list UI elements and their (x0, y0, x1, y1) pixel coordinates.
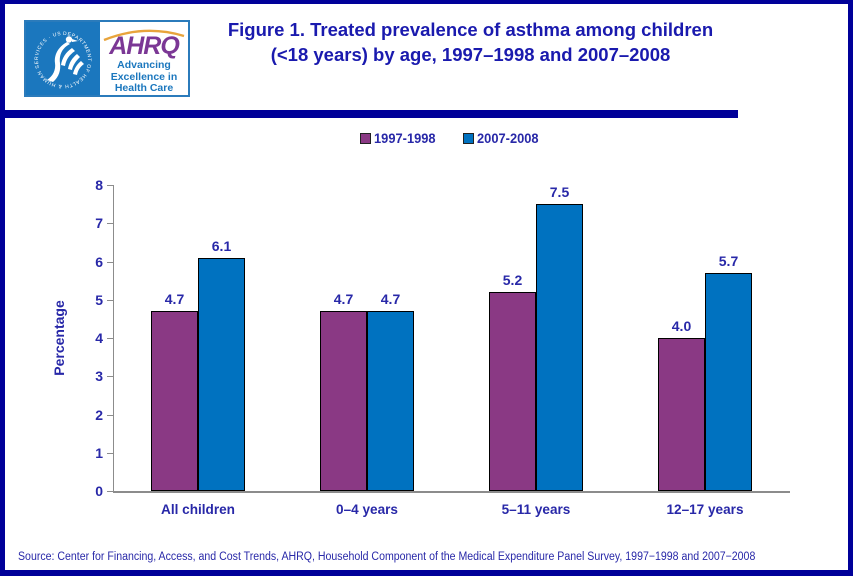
bar-value-label: 4.7 (380, 291, 401, 307)
figure-title-line1: Figure 1. Treated prevalence of asthma a… (227, 19, 714, 40)
hhs-eagle-icon (47, 36, 84, 82)
x-category-label: All children (161, 501, 235, 517)
y-tick-label: 4 (95, 330, 103, 346)
figure-title-line2: (<18 years) by age, 1997–1998 and 2007–2… (270, 44, 671, 65)
y-tick-label: 3 (95, 368, 103, 384)
y-tick-label: 5 (95, 292, 103, 308)
y-tick-mark (107, 185, 113, 186)
bar-1997-1998-4 (658, 338, 705, 491)
tagline-line-2: Excellence in (110, 70, 178, 83)
legend-swatch-2007-2008 (462, 132, 474, 144)
hhs-seal-icon: DEPARTMENT OF HEALTH & HUMAN SERVICES · … (26, 22, 100, 95)
x-axis-line (113, 491, 790, 493)
ahrq-tagline: Advancing Excellence in Health Care (100, 59, 188, 95)
header-divider-band (5, 110, 738, 118)
y-tick-label: 0 (95, 483, 103, 499)
y-tick-mark (107, 262, 113, 263)
ahrq-wordmark: AHRQ (109, 32, 180, 60)
source-note: Source: Center for Financing, Access, an… (18, 551, 756, 563)
x-category-label: 5–11 years (501, 501, 571, 517)
legend-label-2007-2008: 2007-2008 (476, 130, 539, 146)
ahrq-arc-icon (103, 29, 185, 42)
ahrq-logo: DEPARTMENT OF HEALTH & HUMAN SERVICES · … (24, 20, 190, 97)
legend-label-1997-1998: 1997-1998 (373, 130, 436, 146)
ahrq-logo-right-panel: AHRQ Advancing Excellence in Health Care (100, 22, 188, 95)
y-tick-label: 8 (95, 177, 103, 193)
bar-value-label: 5.7 (718, 253, 739, 269)
bar-1997-1998-3 (489, 292, 536, 491)
y-tick-mark (107, 415, 113, 416)
y-tick-mark (107, 453, 113, 454)
y-tick-mark (107, 223, 113, 224)
y-axis-line (113, 185, 114, 491)
bar-value-label: 4.7 (164, 291, 185, 307)
y-tick-mark (107, 338, 113, 339)
bar-2007-2008-2 (367, 311, 414, 491)
y-tick-mark (107, 300, 113, 301)
y-tick-mark (107, 491, 113, 492)
bar-1997-1998-2 (320, 311, 367, 491)
legend-item-1997-1998: 1997-1998 (359, 130, 441, 146)
bar-1997-1998-1 (151, 311, 198, 491)
tagline-line-3: Health Care (114, 82, 174, 94)
bar-value-label: 6.1 (211, 238, 232, 254)
bar-value-label: 7.5 (549, 184, 570, 200)
bar-2007-2008-3 (536, 204, 583, 491)
y-tick-mark (107, 376, 113, 377)
x-category-label: 0–4 years (336, 501, 398, 517)
y-tick-label: 2 (95, 407, 103, 423)
tagline-line-1: Advancing (117, 59, 171, 71)
legend-swatch-1997-1998 (359, 132, 371, 144)
bar-2007-2008-1 (198, 258, 245, 491)
y-tick-label: 7 (95, 215, 103, 231)
y-tick-label: 1 (95, 445, 103, 461)
bar-value-label: 5.2 (502, 272, 523, 288)
y-tick-label: 6 (95, 254, 103, 270)
figure-title: Figure 1. Treated prevalence of asthma a… (188, 17, 753, 67)
bar-chart: 0 1 2 3 4 5 6 7 8 4.7 6.1 All children 4.7 4.7 0–4 yea… (5, 4, 848, 570)
bar-value-label: 4.7 (333, 291, 354, 307)
bar-2007-2008-4 (705, 273, 752, 491)
chart-legend: 1997-1998 2007-2008 (113, 130, 790, 146)
bar-value-label: 4.0 (671, 318, 692, 334)
x-category-label: 12–17 years (666, 501, 744, 517)
legend-item-2007-2008: 2007-2008 (462, 130, 544, 146)
